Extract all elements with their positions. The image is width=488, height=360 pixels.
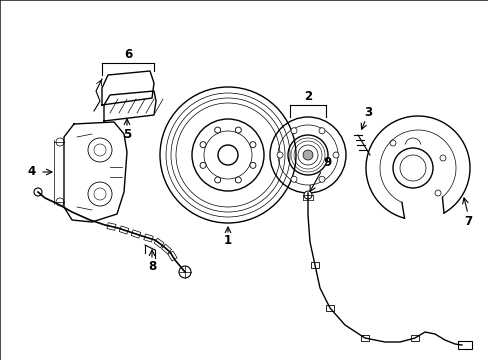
Text: 7: 7	[463, 216, 471, 229]
Bar	[410, 335, 418, 341]
Circle shape	[332, 152, 338, 158]
Text: 5: 5	[122, 129, 131, 141]
Text: 8: 8	[147, 261, 156, 274]
Circle shape	[318, 128, 325, 134]
Text: 1: 1	[224, 234, 232, 248]
Text: 3: 3	[363, 107, 371, 120]
Bar	[161, 244, 171, 254]
Circle shape	[276, 152, 283, 158]
Bar	[325, 305, 333, 311]
Circle shape	[318, 176, 325, 182]
Bar	[360, 335, 368, 341]
Text: 2: 2	[304, 90, 311, 104]
Text: 6: 6	[123, 48, 132, 60]
Circle shape	[34, 188, 42, 196]
Bar	[143, 234, 153, 242]
Bar	[107, 223, 116, 230]
Bar	[457, 341, 471, 349]
Circle shape	[179, 266, 191, 278]
Bar	[154, 238, 163, 248]
Circle shape	[290, 128, 296, 134]
Bar	[167, 251, 177, 261]
Text: 9: 9	[323, 157, 331, 170]
Text: 4: 4	[28, 166, 36, 179]
Circle shape	[200, 142, 205, 148]
Circle shape	[304, 191, 311, 199]
Circle shape	[200, 162, 205, 168]
Circle shape	[249, 162, 255, 168]
Circle shape	[214, 127, 220, 133]
Bar	[310, 262, 318, 268]
Circle shape	[235, 177, 241, 183]
Bar	[131, 230, 141, 238]
Circle shape	[56, 138, 64, 146]
Circle shape	[56, 198, 64, 206]
Circle shape	[214, 177, 220, 183]
Circle shape	[303, 150, 312, 160]
Circle shape	[235, 127, 241, 133]
Bar	[119, 226, 128, 234]
Circle shape	[290, 176, 296, 182]
Circle shape	[249, 142, 255, 148]
